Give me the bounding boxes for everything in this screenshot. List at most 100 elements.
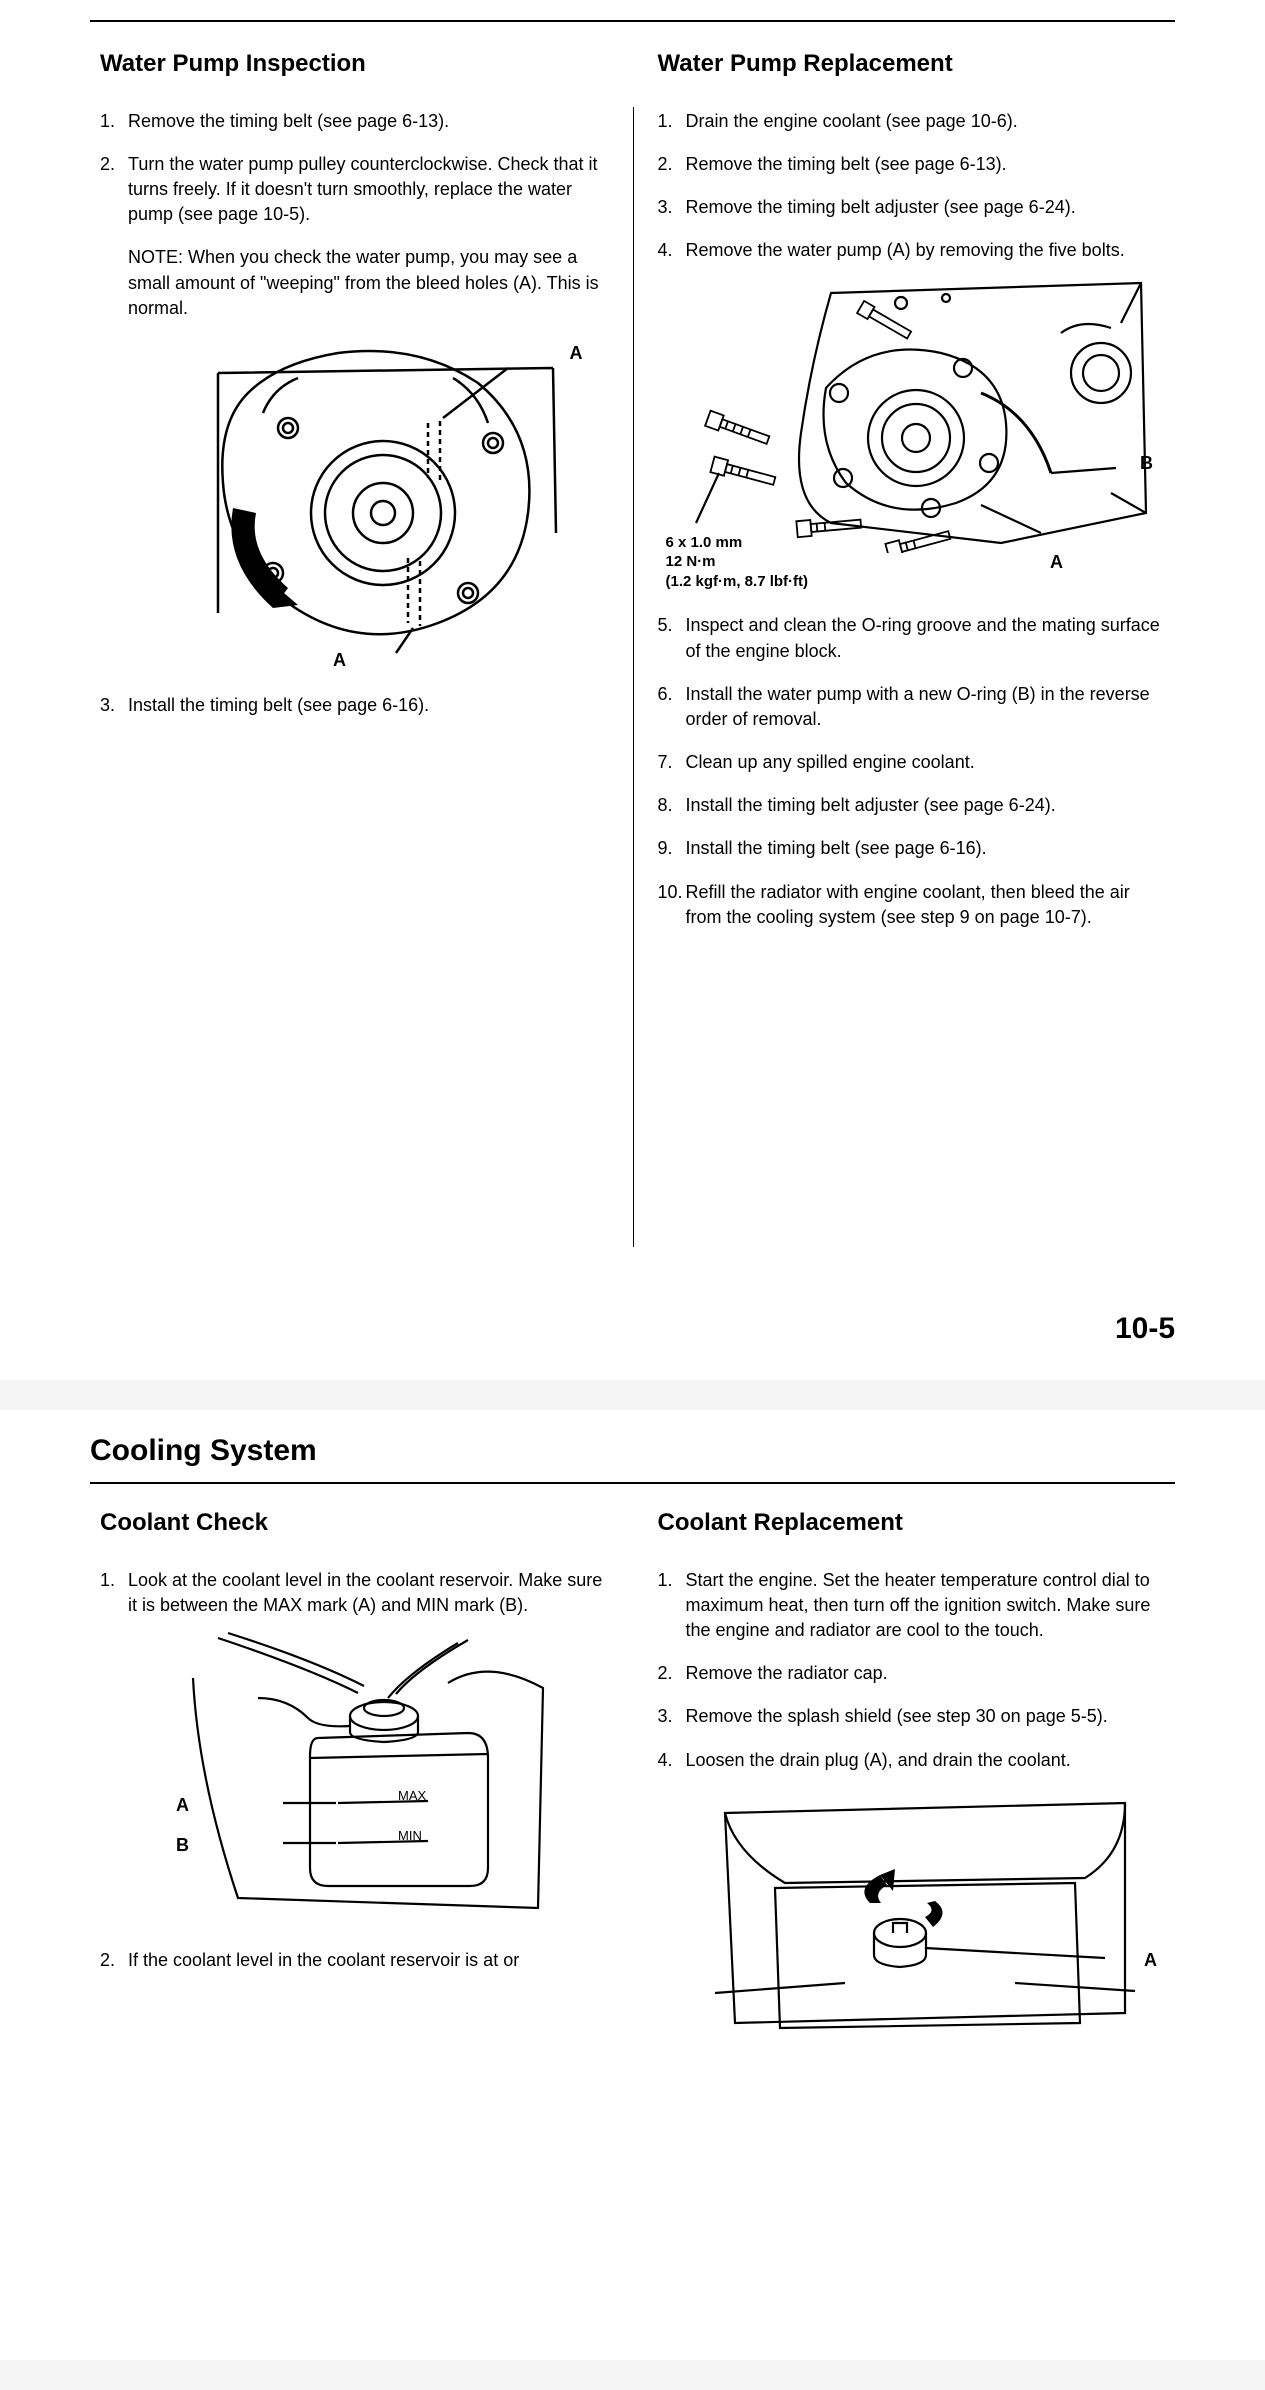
coolant-check-heading: Coolant Check	[100, 1506, 608, 1540]
list-item: 3.Remove the timing belt adjuster (see p…	[686, 195, 1166, 220]
item-text: Remove the timing belt (see page 6-13).	[686, 154, 1007, 174]
coolant-check-list: 1. Look at the coolant level in the cool…	[100, 1568, 608, 1974]
list-item: 2. Turn the water pump pulley counterclo…	[128, 152, 608, 673]
list-item: 1.Start the engine. Set the heater tempe…	[686, 1568, 1166, 1644]
list-item: 1. Remove the timing belt (see page 6-13…	[128, 109, 608, 134]
list-item: 10.Refill the radiator with engine coola…	[686, 880, 1166, 930]
figure-label-a2: A	[333, 648, 346, 673]
spec-line: 6 x 1.0 mm	[666, 533, 809, 553]
list-item: 1. Look at the coolant level in the cool…	[128, 1568, 608, 1928]
spec-line: (1.2 kgf·m, 8.7 lbf·ft)	[666, 572, 809, 592]
list-item: 8.Install the timing belt adjuster (see …	[686, 793, 1166, 818]
item-number: 10.	[658, 880, 683, 905]
item-number: 7.	[658, 750, 673, 775]
figure-label-a: A	[1050, 550, 1063, 575]
list-item: 6.Install the water pump with a new O-ri…	[686, 682, 1166, 732]
right-column: Coolant Replacement 1. Start the engine. …	[633, 1506, 1176, 2063]
drain-plug-figure: A	[686, 1783, 1166, 2043]
item-text: Refill the radiator with engine coolant,…	[686, 882, 1130, 927]
item-text: Look at the coolant level in the coolant…	[128, 1570, 602, 1615]
section-heading: Cooling System	[90, 1430, 1175, 1472]
coolant-replacement-list: 1. Start the engine. Set the heater tempe…	[658, 1568, 1166, 2043]
left-column: Water Pump Inspection 1. Remove the timi…	[90, 47, 633, 948]
item-text: Remove the splash shield (see step 30 on…	[686, 1706, 1108, 1726]
item-text: Install the timing belt adjuster (see pa…	[686, 795, 1056, 815]
item-number: 2.	[658, 152, 673, 177]
top-rule	[90, 20, 1175, 22]
item-number: 3.	[658, 195, 673, 220]
item-text: Loosen the drain plug (A), and drain the…	[686, 1750, 1071, 1770]
item-number: 4.	[658, 1748, 673, 1773]
item-number: 4.	[658, 238, 673, 263]
item-number: 1.	[658, 1568, 673, 1593]
manual-page-1: Water Pump Inspection 1. Remove the timi…	[0, 0, 1265, 1380]
item-text: If the coolant level in the coolant rese…	[128, 1950, 519, 1970]
note-text: NOTE: When you check the water pump, you…	[128, 245, 608, 321]
spec-line: 12 N·m	[666, 552, 809, 572]
item-number: 2.	[100, 152, 115, 177]
item-text: Install the water pump with a new O-ring…	[686, 684, 1150, 729]
bolt-spec: 6 x 1.0 mm 12 N·m (1.2 kgf·m, 8.7 lbf·ft…	[666, 533, 809, 592]
list-item: 4.Loosen the drain plug (A), and drain t…	[686, 1748, 1166, 2043]
pump-replacement-figure: A B 6 x 1.0 mm 12 N·m (1.2 kgf·m, 8.7 lb…	[658, 273, 1166, 593]
two-column-layout: Coolant Check 1. Look at the coolant lev…	[90, 1506, 1175, 2063]
figure-label-b: B	[176, 1833, 189, 1858]
reservoir-diagram-icon: MAX MIN	[188, 1628, 548, 1918]
manual-page-2: Cooling System Coolant Check 1. Look at …	[0, 1410, 1265, 2360]
pump-removal-diagram-icon	[671, 273, 1151, 553]
pump-diagram-icon	[178, 333, 558, 663]
item-number: 1.	[100, 1568, 115, 1593]
item-number: 1.	[658, 109, 673, 134]
item-text: Remove the timing belt (see page 6-13).	[128, 111, 449, 131]
item-number: 6.	[658, 682, 673, 707]
item-number: 1.	[100, 109, 115, 134]
list-item: 2. If the coolant level in the coolant r…	[128, 1948, 608, 1973]
item-text: Start the engine. Set the heater tempera…	[686, 1570, 1151, 1640]
pump-inspection-figure: A A	[128, 333, 608, 673]
replacement-list: 1. Drain the engine coolant (see page 10-…	[658, 109, 1166, 930]
item-number: 2.	[100, 1948, 115, 1973]
item-text: Remove the timing belt adjuster (see pag…	[686, 197, 1076, 217]
coolant-replacement-heading: Coolant Replacement	[658, 1506, 1166, 1540]
inspection-heading: Water Pump Inspection	[100, 47, 608, 81]
column-divider	[633, 107, 634, 1247]
item-text: Clean up any spilled engine coolant.	[686, 752, 975, 772]
page-number: 10-5	[1115, 1308, 1175, 1350]
item-number: 5.	[658, 613, 673, 638]
item-number: 3.	[658, 1704, 673, 1729]
item-text: Remove the radiator cap.	[686, 1663, 888, 1683]
item-number: 3.	[100, 693, 115, 718]
min-text: MIN	[398, 1828, 422, 1843]
figure-label-a: A	[1144, 1948, 1157, 1973]
right-column: Water Pump Replacement 1. Drain the engin…	[633, 47, 1176, 948]
list-item: 2.Remove the timing belt (see page 6-13)…	[686, 152, 1166, 177]
section-rule	[90, 1482, 1175, 1484]
figure-label-a: A	[570, 341, 583, 366]
item-text: Drain the engine coolant (see page 10-6)…	[686, 111, 1018, 131]
list-item: 3.Remove the splash shield (see step 30 …	[686, 1704, 1166, 1729]
item-text: Turn the water pump pulley counterclockw…	[128, 154, 598, 224]
item-text: Inspect and clean the O-ring groove and …	[686, 615, 1160, 660]
left-column: Coolant Check 1. Look at the coolant lev…	[90, 1506, 633, 2063]
item-number: 8.	[658, 793, 673, 818]
list-item: 1.Drain the engine coolant (see page 10-…	[686, 109, 1166, 134]
item-text: Install the timing belt (see page 6-16).	[128, 695, 429, 715]
list-item: 2.Remove the radiator cap.	[686, 1661, 1166, 1686]
list-item: 3. Install the timing belt (see page 6-1…	[128, 693, 608, 718]
item-number: 2.	[658, 1661, 673, 1686]
list-item: 4.Remove the water pump (A) by removing …	[686, 238, 1166, 593]
max-text: MAX	[398, 1788, 427, 1803]
figure-label-a: A	[176, 1793, 189, 1818]
list-item: 9.Install the timing belt (see page 6-16…	[686, 836, 1166, 861]
figure-label-b: B	[1140, 451, 1153, 476]
inspection-list: 1. Remove the timing belt (see page 6-13…	[100, 109, 608, 719]
list-item: 5.Inspect and clean the O-ring groove an…	[686, 613, 1166, 663]
list-item: 7.Clean up any spilled engine coolant.	[686, 750, 1166, 775]
item-number: 9.	[658, 836, 673, 861]
reservoir-figure: MAX MIN A B	[128, 1628, 608, 1928]
item-text: Install the timing belt (see page 6-16).	[686, 838, 987, 858]
item-text: Remove the water pump (A) by removing th…	[686, 240, 1125, 260]
two-column-layout: Water Pump Inspection 1. Remove the timi…	[90, 47, 1175, 948]
drain-plug-diagram-icon	[705, 1783, 1145, 2033]
replacement-heading: Water Pump Replacement	[658, 47, 1166, 81]
